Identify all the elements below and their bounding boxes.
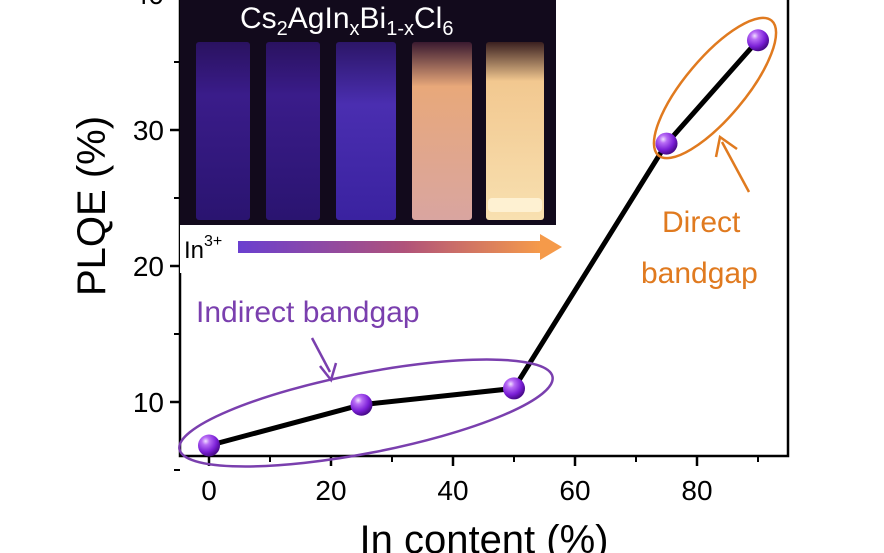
indirect-bandgap-label: Indirect bandgap xyxy=(196,296,420,329)
direct-bandgap-label-line1: Direct xyxy=(662,206,741,239)
indirect-pointer-line xyxy=(310,337,332,373)
y-axis-ticks: 10 20 30 40 xyxy=(133,0,180,471)
x-tick-label: 0 xyxy=(201,475,217,506)
x-axis-ticks: 0 20 40 60 80 xyxy=(201,456,759,506)
x-axis-title: In content (%) xyxy=(359,518,608,553)
vial-3 xyxy=(336,42,396,220)
series-plqe xyxy=(198,29,769,457)
inset-gradient-arrow-shaft xyxy=(238,241,540,253)
direct-bandgap-label-line2: bandgap xyxy=(641,257,758,290)
direct-region-ellipse xyxy=(652,16,778,160)
x-tick-label: 40 xyxy=(437,475,468,506)
data-point xyxy=(350,393,373,416)
vial-5 xyxy=(486,42,544,220)
series-line-segment xyxy=(664,37,761,147)
y-axis-title: PLQE (%) xyxy=(70,116,114,296)
vial-5-glow xyxy=(488,198,542,212)
y-tick-label: 20 xyxy=(133,251,164,282)
data-point xyxy=(503,377,525,400)
y-tick-label: 40 xyxy=(133,0,164,10)
indirect-pointer-head xyxy=(319,362,338,383)
indirect-region-ellipse xyxy=(178,358,554,468)
data-point xyxy=(655,132,678,155)
vial-1 xyxy=(196,42,250,220)
series-line-segment xyxy=(359,385,517,408)
x-tick-label: 80 xyxy=(681,475,712,506)
direct-pointer-line xyxy=(720,141,751,193)
series-line-segment xyxy=(511,141,669,391)
y-tick-label: 30 xyxy=(133,115,164,146)
vial-2 xyxy=(266,42,320,220)
inset-gradient-arrow-head xyxy=(540,234,562,260)
series-line-segment xyxy=(206,402,364,449)
inset-arrow-label: In3+ xyxy=(184,233,222,264)
data-point xyxy=(747,29,769,52)
inset-photo: Cs2AgInxBi1-xCl6 In3+ xyxy=(180,0,562,273)
x-tick-label: 20 xyxy=(315,475,346,506)
data-point xyxy=(198,434,220,457)
vial-4 xyxy=(412,42,472,220)
x-tick-label: 60 xyxy=(559,475,590,506)
y-tick-label: 10 xyxy=(133,387,164,418)
inset-formula: Cs2AgInxBi1-xCl6 xyxy=(240,2,453,40)
direct-pointer-head xyxy=(714,134,738,158)
